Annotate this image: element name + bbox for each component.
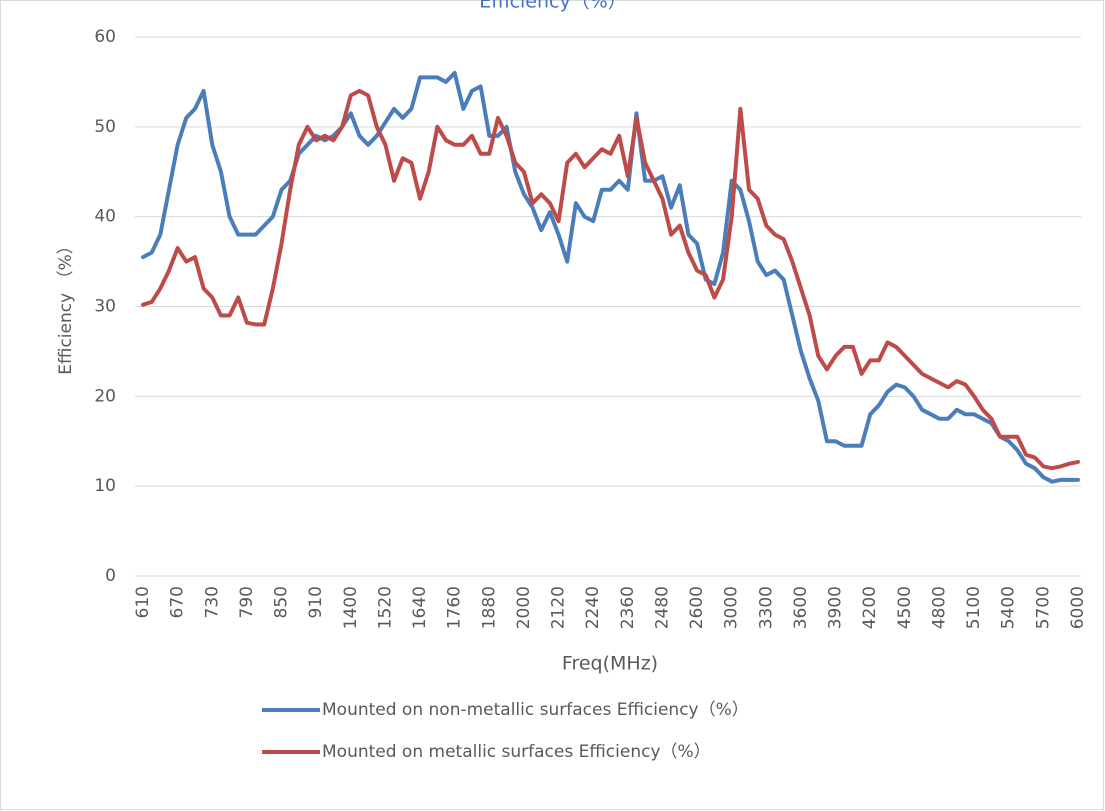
x-tick-label: 3600 <box>791 586 811 629</box>
x-tick-label: 4200 <box>860 586 880 629</box>
y-tick-label: 50 <box>94 117 116 137</box>
x-tick-label: 670 <box>168 586 188 618</box>
x-tick-label: 1880 <box>479 586 499 629</box>
x-tick-label: 610 <box>133 586 153 618</box>
y-tick-label: 60 <box>94 27 116 47</box>
x-tick-label: 6000 <box>1068 586 1088 629</box>
series-line <box>141 88 1080 471</box>
x-tick-label: 4500 <box>895 586 915 629</box>
x-tick-label: 1400 <box>341 586 361 629</box>
x-tick-label: 3900 <box>826 586 846 629</box>
x-tick-label: 2480 <box>652 586 672 629</box>
x-tick-label: 3300 <box>756 586 776 629</box>
x-tick-label: 3000 <box>722 586 742 629</box>
x-tick-label: 730 <box>202 586 222 618</box>
y-axis-title: Efficiency （%） <box>56 237 76 374</box>
x-tick-label: 910 <box>306 586 326 618</box>
y-tick-label: 20 <box>94 386 116 406</box>
x-tick-label: 2000 <box>514 586 534 629</box>
y-tick-label: 40 <box>94 207 116 227</box>
chart-title: Efficiency（%） <box>479 0 627 13</box>
y-tick-label: 30 <box>94 297 116 317</box>
x-tick-label: 2240 <box>583 586 603 629</box>
x-tick-label: 5400 <box>999 586 1019 629</box>
y-tick-label: 10 <box>94 476 116 496</box>
x-tick-label: 1520 <box>375 586 395 629</box>
x-tick-label: 2360 <box>618 586 638 629</box>
x-tick-label: 2600 <box>687 586 707 629</box>
x-tick-label: 1760 <box>445 586 465 629</box>
y-tick-label: 0 <box>105 566 116 586</box>
x-tick-label: 790 <box>237 586 257 618</box>
x-tick-label: 4800 <box>929 586 949 629</box>
x-axis-title: Freq(MHz) <box>562 653 658 675</box>
x-tick-label: 850 <box>272 586 292 618</box>
x-tick-label: 1640 <box>410 586 430 629</box>
x-tick-label: 5700 <box>1033 586 1053 629</box>
x-tick-label: 2120 <box>549 586 569 629</box>
x-tick-label: 5100 <box>964 586 984 629</box>
legend-label: Mounted on non-metallic surfaces Efficie… <box>322 700 749 720</box>
legend-label: Mounted on metallic surfaces Efficiency（… <box>322 742 711 762</box>
